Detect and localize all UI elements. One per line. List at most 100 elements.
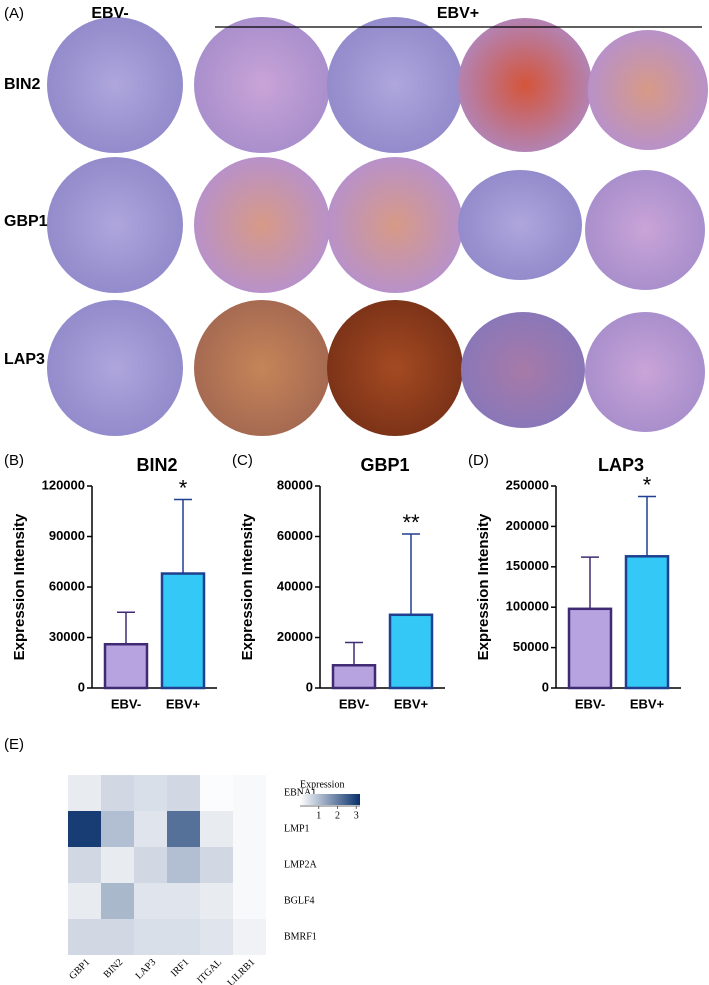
y-tick-label: 200000	[506, 518, 549, 533]
heatmap-cell	[233, 919, 266, 955]
tissue-images	[47, 17, 708, 436]
y-axis-label: Expression Intensity	[475, 513, 492, 660]
heatmap-cell	[101, 847, 134, 883]
column-label: EBV+	[437, 5, 479, 22]
column-label: LILRB1	[226, 957, 258, 985]
y-tick-label: 120000	[42, 477, 85, 492]
y-tick-label: 80000	[277, 477, 313, 492]
bar	[160, 572, 206, 690]
heatmap-cell	[200, 775, 233, 811]
heatmap-cell	[134, 811, 167, 847]
row-label: BMRF1	[284, 931, 317, 942]
column-label: BIN2	[102, 957, 126, 981]
y-tick-label: 90000	[49, 528, 85, 543]
tissue-image	[194, 157, 330, 293]
heatmap-cell	[200, 811, 233, 847]
y-tick-label: 30000	[49, 629, 85, 644]
bar	[624, 555, 670, 690]
colorbar-tick-label: 1	[316, 810, 321, 821]
heatmap-cell	[233, 883, 266, 919]
tissue-image	[194, 300, 330, 436]
significance-mark: **	[402, 510, 420, 535]
row-label: BIN2	[4, 76, 41, 93]
tissue-image	[194, 17, 330, 153]
heatmap-cell	[200, 919, 233, 955]
tissue-image	[585, 170, 705, 290]
panel-label: (E)	[4, 736, 24, 753]
heatmap-cell	[68, 919, 101, 955]
tissue-image	[47, 300, 183, 436]
tissue-image	[327, 157, 463, 293]
panel-label: (C)	[232, 452, 253, 469]
heatmap-cell	[167, 811, 200, 847]
tissue-image	[47, 17, 183, 153]
tissue-image	[47, 157, 183, 293]
bar	[567, 607, 613, 690]
colorbar	[300, 794, 360, 805]
y-tick-label: 150000	[506, 558, 549, 573]
x-tick-label: EBV+	[630, 696, 665, 711]
row-label: LMP1	[284, 823, 310, 834]
y-tick-label: 60000	[49, 578, 85, 593]
panel-label: (A)	[4, 5, 24, 22]
column-label: ITGAL	[195, 957, 224, 985]
column-label: GBP1	[67, 957, 92, 982]
y-tick-label: 0	[306, 679, 313, 694]
heatmap-cell	[101, 883, 134, 919]
y-tick-label: 20000	[277, 629, 313, 644]
tissue-image	[585, 312, 705, 432]
heatmap-cell	[68, 847, 101, 883]
heatmap-cell	[200, 883, 233, 919]
heatmap-cell	[233, 775, 266, 811]
heatmap-cell	[167, 847, 200, 883]
tissue-image	[458, 170, 582, 280]
row-label: LAP3	[4, 351, 45, 368]
bar	[331, 664, 377, 690]
heatmap-cell	[233, 847, 266, 883]
row-label: EBNA1	[284, 787, 316, 798]
y-tick-label: 250000	[506, 477, 549, 492]
y-tick-label: 0	[78, 679, 85, 694]
row-label: BGLF4	[284, 895, 315, 906]
y-tick-label: 40000	[277, 578, 313, 593]
chart-title: BIN2	[136, 455, 177, 475]
tissue-image	[588, 30, 708, 150]
y-axis-label: Expression Intensity	[239, 513, 256, 660]
heatmap-cell	[200, 847, 233, 883]
heatmap-cell	[167, 919, 200, 955]
heatmap-cell	[167, 775, 200, 811]
y-tick-label: 50000	[513, 639, 549, 654]
row-label: LMP2A	[284, 859, 318, 870]
x-tick-label: EBV+	[166, 696, 201, 711]
heatmap-cell	[134, 775, 167, 811]
tissue-image	[458, 18, 592, 152]
heatmap-cell	[134, 847, 167, 883]
panel-label: (B)	[4, 452, 24, 469]
chart-title: GBP1	[360, 455, 409, 475]
heatmap-cell	[134, 883, 167, 919]
legend-title: Expression	[300, 779, 344, 790]
row-label: GBP1	[4, 213, 48, 230]
tissue-image	[327, 17, 463, 153]
heatmap-cell	[167, 883, 200, 919]
chart-title: LAP3	[598, 455, 644, 475]
colorbar-tick-label: 2	[335, 810, 340, 821]
y-tick-label: 60000	[277, 528, 313, 543]
heatmap-cell	[68, 883, 101, 919]
colorbar-tick-label: 3	[354, 810, 359, 821]
significance-mark: *	[179, 475, 188, 500]
significance-mark: *	[643, 472, 652, 497]
bar	[103, 642, 149, 690]
heatmap-cell	[101, 775, 134, 811]
heatmap-cell	[134, 919, 167, 955]
bar	[388, 613, 434, 690]
heatmap-cell	[68, 775, 101, 811]
tissue-image	[327, 300, 463, 436]
heatmap-cell	[233, 811, 266, 847]
tissue-image	[461, 312, 585, 428]
x-tick-label: EBV-	[339, 696, 369, 711]
heatmap-cell	[68, 811, 101, 847]
column-label: EBV-	[91, 5, 128, 22]
y-tick-label: 100000	[506, 599, 549, 614]
y-axis-label: Expression Intensity	[11, 513, 28, 660]
